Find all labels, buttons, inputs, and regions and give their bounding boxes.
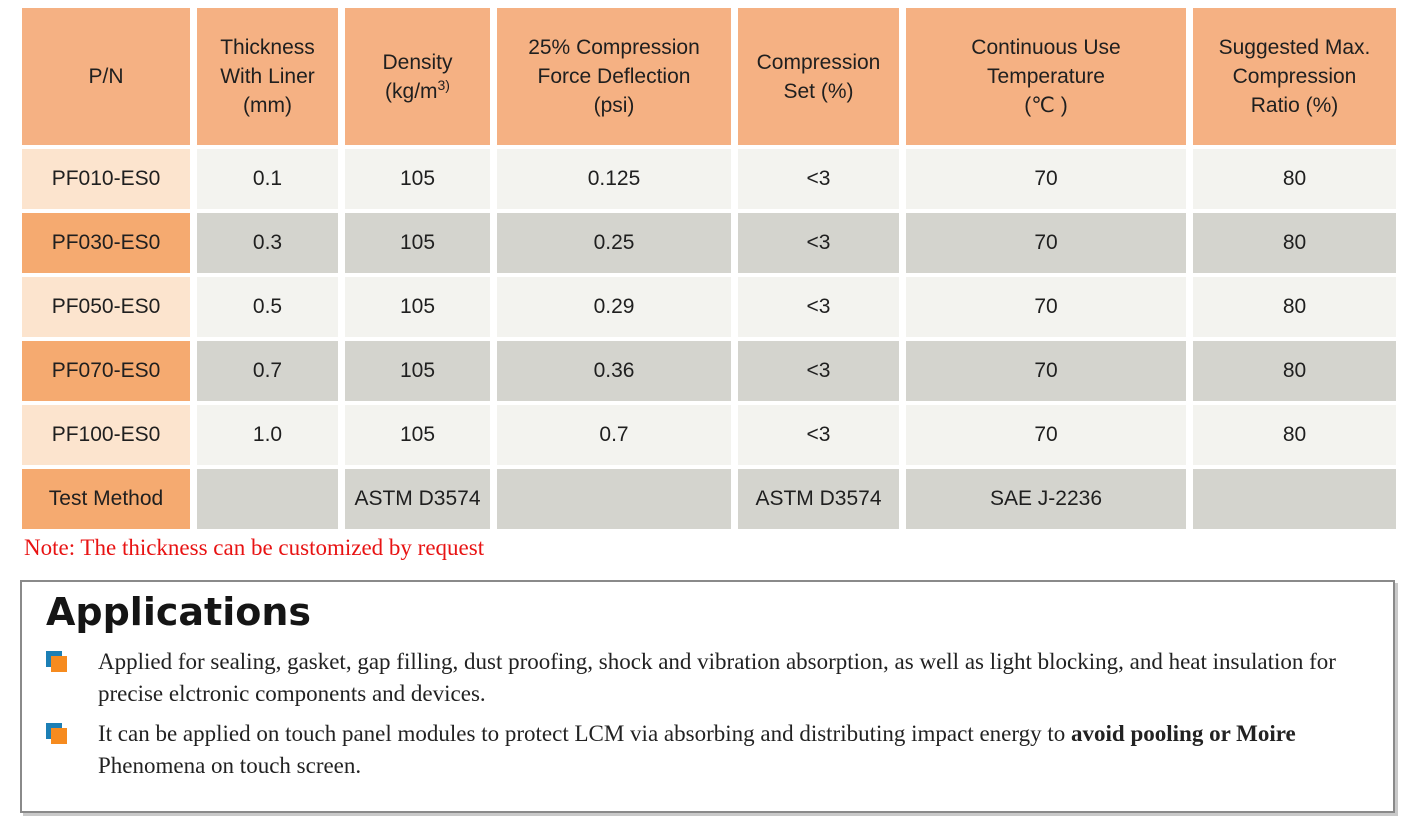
value-cell: <3 — [738, 149, 899, 209]
pn-cell: PF050-ES0 — [22, 277, 190, 337]
value-cell — [1193, 469, 1396, 529]
column-header: Compression Set (%) — [738, 8, 899, 145]
value-cell: 80 — [1193, 405, 1396, 465]
column-header: 25% Compression Force Deflection (psi) — [497, 8, 731, 145]
pn-cell: PF070-ES0 — [22, 341, 190, 401]
square-bullet-icon — [46, 723, 70, 747]
application-bullet: It can be applied on touch panel modules… — [46, 718, 1369, 782]
value-cell: 105 — [345, 341, 490, 401]
value-cell: 80 — [1193, 341, 1396, 401]
value-cell: 70 — [906, 341, 1186, 401]
value-cell: ASTM D3574 — [345, 469, 490, 529]
value-cell: 70 — [906, 149, 1186, 209]
note-text: Note: The thickness can be customized by… — [24, 535, 485, 560]
application-bullet: Applied for sealing, gasket, gap filling… — [46, 646, 1369, 710]
column-header: Density (kg/m3) — [345, 8, 490, 145]
value-cell: 105 — [345, 277, 490, 337]
pn-cell: PF010-ES0 — [22, 149, 190, 209]
column-header: Continuous Use Temperature (℃ ) — [906, 8, 1186, 145]
value-cell: 0.5 — [197, 277, 338, 337]
value-cell: 105 — [345, 149, 490, 209]
applications-bullet-list: Applied for sealing, gasket, gap filling… — [22, 646, 1393, 782]
bullet-text: Applied for sealing, gasket, gap filling… — [98, 649, 1336, 706]
bullet-orange-square — [51, 728, 67, 744]
pn-cell: PF100-ES0 — [22, 405, 190, 465]
value-cell: 80 — [1193, 213, 1396, 273]
bullet-orange-square — [51, 656, 67, 672]
value-cell: 0.29 — [497, 277, 731, 337]
applications-title: Applications — [46, 590, 311, 634]
spec-table: P/N Thickness With Liner (mm) Density (kg/m3)… — [22, 8, 1396, 529]
value-cell — [497, 469, 731, 529]
column-header: Suggested Max. Compression Ratio (%) — [1193, 8, 1396, 145]
value-cell — [197, 469, 338, 529]
column-header: Thickness With Liner (mm) — [197, 8, 338, 145]
value-cell: SAE J-2236 — [906, 469, 1186, 529]
square-bullet-icon — [46, 651, 70, 675]
value-cell: 0.125 — [497, 149, 731, 209]
column-header: P/N — [22, 8, 190, 145]
value-cell: <3 — [738, 213, 899, 273]
value-cell: 0.7 — [197, 341, 338, 401]
pn-cell: Test Method — [22, 469, 190, 529]
value-cell: 70 — [906, 213, 1186, 273]
value-cell: <3 — [738, 277, 899, 337]
applications-box: Applications Applied for sealing, gasket… — [20, 580, 1395, 813]
value-cell: 0.7 — [497, 405, 731, 465]
value-cell: 70 — [906, 405, 1186, 465]
value-cell: <3 — [738, 341, 899, 401]
value-cell: <3 — [738, 405, 899, 465]
value-cell: 105 — [345, 213, 490, 273]
value-cell: 80 — [1193, 277, 1396, 337]
value-cell: 80 — [1193, 149, 1396, 209]
value-cell: 0.36 — [497, 341, 731, 401]
value-cell: 0.3 — [197, 213, 338, 273]
value-cell: 105 — [345, 405, 490, 465]
pn-cell: PF030-ES0 — [22, 213, 190, 273]
bullet-text: It can be applied on touch panel modules… — [98, 721, 1296, 778]
value-cell: 0.25 — [497, 213, 731, 273]
value-cell: 0.1 — [197, 149, 338, 209]
value-cell: ASTM D3574 — [738, 469, 899, 529]
value-cell: 1.0 — [197, 405, 338, 465]
value-cell: 70 — [906, 277, 1186, 337]
